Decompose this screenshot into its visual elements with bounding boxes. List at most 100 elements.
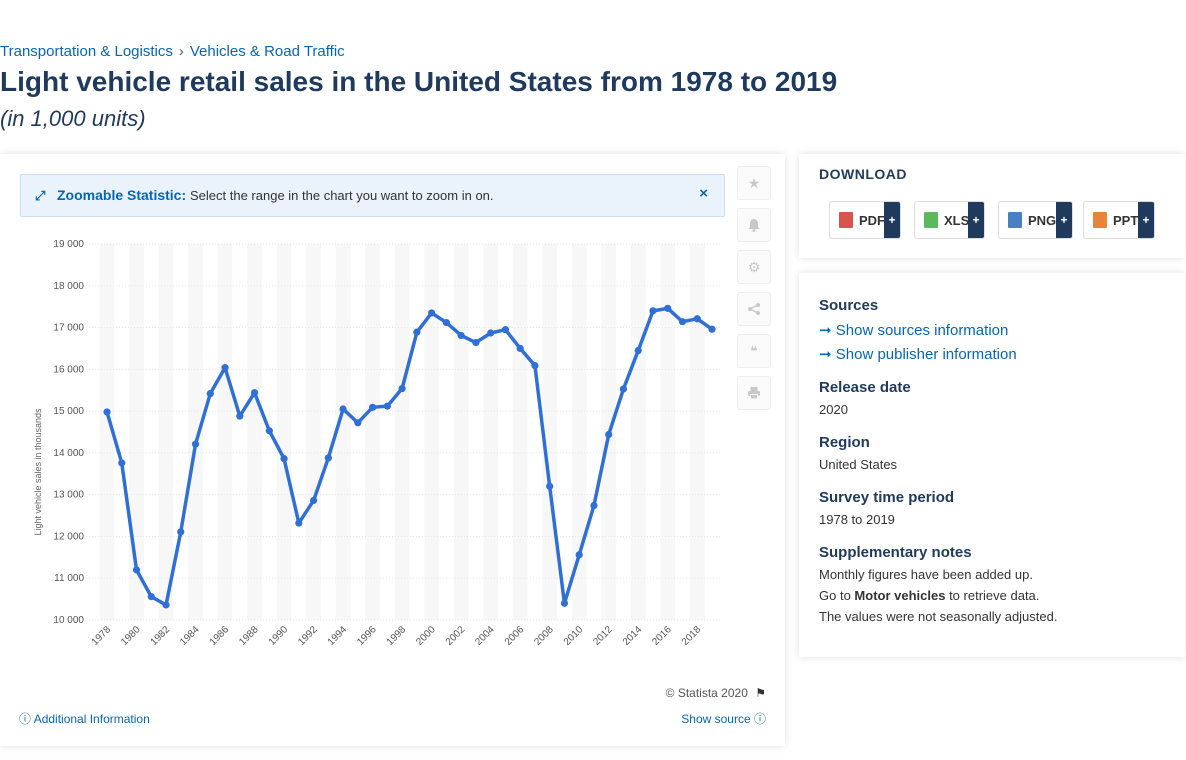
data-point[interactable] xyxy=(649,307,657,315)
data-point[interactable] xyxy=(221,364,229,372)
data-point[interactable] xyxy=(324,454,332,462)
data-point[interactable] xyxy=(132,566,141,574)
print-icon[interactable] xyxy=(737,376,771,410)
data-point[interactable] xyxy=(590,501,598,510)
x-tick-label: 1998 xyxy=(385,624,409,648)
grid-band xyxy=(424,244,440,620)
data-point[interactable] xyxy=(191,440,200,448)
download-png-button[interactable]: PNG + xyxy=(998,201,1073,239)
x-tick-label: 2004 xyxy=(473,624,497,648)
grid-band xyxy=(306,244,321,620)
grid-band xyxy=(689,244,705,620)
data-point[interactable] xyxy=(309,496,318,505)
data-point[interactable] xyxy=(413,328,421,336)
y-tick-label: 15 000 xyxy=(53,406,84,417)
motor-vehicles-link[interactable]: Motor vehicles xyxy=(854,588,946,603)
gear-icon[interactable]: ⚙ xyxy=(737,250,771,284)
data-point[interactable] xyxy=(250,389,259,397)
copyright: © Statista 2020 ⚑ xyxy=(666,686,766,700)
data-point[interactable] xyxy=(206,389,214,398)
y-tick-label: 19 000 xyxy=(53,239,84,250)
line-chart[interactable]: 10 000 11 000 12 000 13 000 14 000 15 000 16 0… xyxy=(20,234,730,674)
data-point[interactable] xyxy=(487,329,495,337)
y-tick-label: 16 000 xyxy=(53,364,84,375)
x-tick-label: 1978 xyxy=(90,624,114,648)
data-point[interactable] xyxy=(457,331,465,340)
data-point[interactable] xyxy=(634,346,642,355)
pdf-label: PDF xyxy=(859,212,885,228)
breadcrumb-item-transportation[interactable]: Transportation & Logistics xyxy=(0,43,173,60)
data-point[interactable] xyxy=(664,304,672,312)
breadcrumb-item-vehicles[interactable]: Vehicles & Road Traffic xyxy=(189,43,345,60)
data-point[interactable] xyxy=(605,430,613,439)
x-tick-label: 1984 xyxy=(178,624,202,648)
page-title: Light vehicle retail sales in the United… xyxy=(0,66,838,97)
data-point[interactable] xyxy=(693,315,701,323)
flag-icon[interactable]: ⚑ xyxy=(755,686,766,700)
data-point[interactable] xyxy=(295,519,303,527)
quote-icon[interactable]: ❝ xyxy=(737,334,771,368)
y-tick-label: 11 000 xyxy=(54,573,84,584)
data-point[interactable] xyxy=(162,601,170,609)
data-point[interactable] xyxy=(398,384,406,393)
data-point[interactable] xyxy=(383,402,391,410)
download-ppt-button[interactable]: PPT + xyxy=(1083,201,1155,239)
data-point[interactable] xyxy=(118,459,126,467)
show-source-link[interactable]: Show source ⓘ xyxy=(681,710,766,727)
data-point[interactable] xyxy=(280,455,288,463)
data-point[interactable] xyxy=(560,599,569,607)
data-point[interactable] xyxy=(354,419,362,427)
star-icon[interactable]: ★ xyxy=(737,166,771,200)
data-point[interactable] xyxy=(516,344,524,353)
additional-info-link[interactable]: ⓘ Additional Information xyxy=(19,710,150,727)
close-icon[interactable]: × xyxy=(699,185,708,202)
grid-band xyxy=(365,244,380,620)
share-icon[interactable] xyxy=(737,292,771,326)
publisher-link[interactable]: ➞ Show publisher information xyxy=(819,345,1017,363)
data-point[interactable] xyxy=(575,551,583,559)
data-point[interactable] xyxy=(147,593,155,601)
data-point[interactable] xyxy=(472,338,480,347)
data-point[interactable] xyxy=(619,385,628,393)
data-point[interactable] xyxy=(339,405,347,413)
zoom-text: Select the range in the chart you want t… xyxy=(190,188,494,203)
sources-link[interactable]: ➞ Show sources information xyxy=(819,321,1008,339)
data-point[interactable] xyxy=(546,482,554,490)
data-point[interactable] xyxy=(678,318,687,326)
release-value: 2020 xyxy=(819,402,848,417)
data-point[interactable] xyxy=(428,309,436,317)
data-point[interactable] xyxy=(177,528,185,536)
data-point[interactable] xyxy=(531,361,539,370)
grid-band xyxy=(99,244,115,620)
y-tick-label: 14 000 xyxy=(53,448,84,459)
grid-band xyxy=(394,244,410,620)
x-tick-label: 1992 xyxy=(296,624,320,648)
data-point[interactable] xyxy=(442,318,450,327)
x-tick-label: 1994 xyxy=(326,624,350,648)
data-point[interactable] xyxy=(369,403,377,411)
notes-line-3: The values were not seasonally adjusted. xyxy=(819,609,1058,624)
grid-band xyxy=(217,244,233,620)
data-point[interactable] xyxy=(236,412,244,420)
bell-icon[interactable] xyxy=(737,208,771,242)
grid-band xyxy=(276,244,292,620)
download-pdf-button[interactable]: PDF + xyxy=(829,201,901,239)
xls-label: XLS xyxy=(944,212,970,228)
data-point[interactable] xyxy=(501,326,510,334)
info-icon: ⓘ xyxy=(19,712,32,726)
notes-2-post: to retrieve data. xyxy=(945,588,1040,603)
x-tick-label: 1982 xyxy=(149,624,173,648)
pdf-plus: + xyxy=(884,202,900,238)
download-xls-button[interactable]: XLS + xyxy=(914,201,985,239)
x-tick-label: 2010 xyxy=(562,624,586,648)
ppt-label: PPT xyxy=(1113,212,1139,228)
grid-band xyxy=(129,244,144,620)
x-tick-label: 1990 xyxy=(267,624,291,648)
data-point[interactable] xyxy=(265,427,273,435)
x-tick-label: 2008 xyxy=(532,624,556,648)
grid-band xyxy=(660,244,676,620)
region-value: United States xyxy=(819,457,898,472)
download-card: DOWNLOAD PDF + XLS + PNG + PPT + xyxy=(799,154,1185,258)
data-point[interactable] xyxy=(708,325,716,333)
data-point[interactable] xyxy=(103,408,111,416)
